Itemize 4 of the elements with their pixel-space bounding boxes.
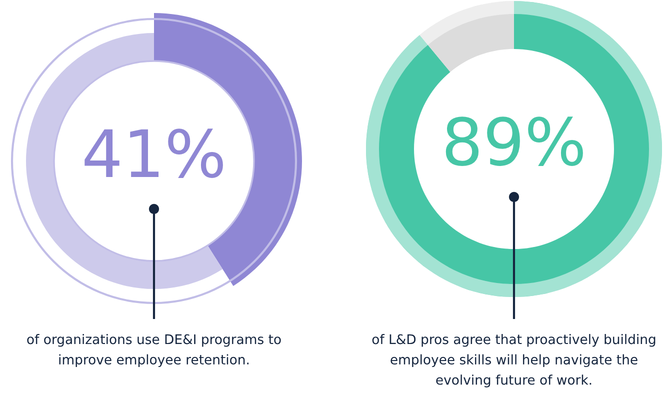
text: of L&D pros agree that proactively building employee skills will help navigate the evolving future of work. <box>372 334 656 388</box>
text: 41% <box>84 128 223 178</box>
text: 89% <box>446 116 583 166</box>
text: of organizations use DE&I programs to improve employee retention. <box>27 334 281 368</box>
